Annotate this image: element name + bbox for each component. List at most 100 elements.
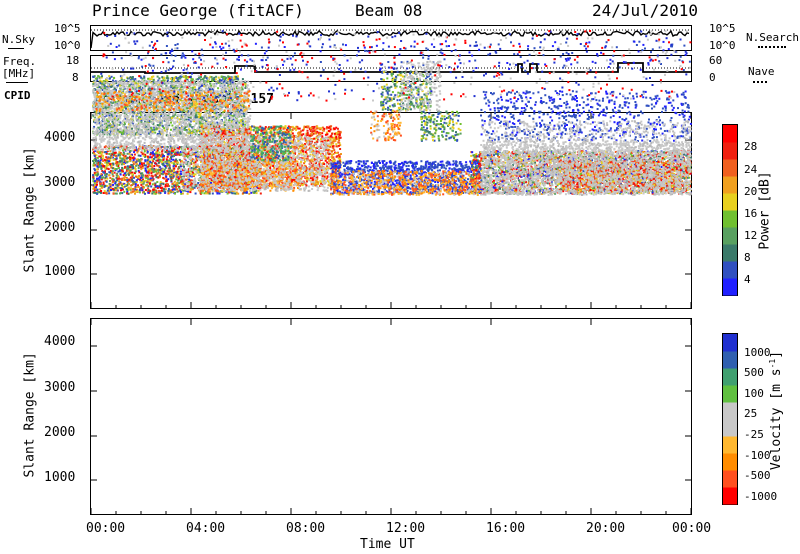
power-heatmap-cell [194,88,197,91]
power-heatmap-cell [114,182,117,185]
power-heatmap-cell [155,159,158,162]
power-heatmap-cell [132,107,135,110]
power-heatmap-cell [176,174,179,177]
power-heatmap-cell [168,166,171,169]
power-heatmap-cell [121,192,124,195]
power-heatmap-cell [139,178,141,181]
power-heatmap-cell [165,162,168,165]
power-heatmap-cell [210,79,213,82]
power-heatmap-cell [123,161,126,164]
power-heatmap-cell [210,150,213,153]
power-heatmap-cell [240,119,243,122]
power-heatmap-cell [94,113,97,116]
power-heatmap-cell [101,124,104,127]
power-heatmap-cell [102,154,104,157]
power-heatmap-cell [156,151,159,154]
power-heatmap-cell [164,188,167,191]
power-heatmap-cell [173,86,176,89]
power-heatmap-cell [175,161,178,164]
power-heatmap-cell [149,177,152,180]
power-heatmap-cell [205,192,208,195]
power-heatmap-cell [197,116,200,119]
power-heatmap-cell [151,175,154,178]
power-heatmap-cell [200,78,202,81]
power-heatmap-cell [241,156,244,159]
power-heatmap-cell [191,102,194,105]
power-heatmap-cell [258,187,260,190]
power-heatmap-cell [190,79,193,82]
power-heatmap-cell [107,164,110,167]
power-heatmap-cell [172,182,175,185]
power-heatmap-cell [193,167,195,170]
power-heatmap-cell [187,76,190,79]
power-heatmap-cell [122,178,125,181]
power-heatmap-cell [163,79,166,82]
power-heatmap-cell [140,121,143,124]
power-heatmap-cell [202,80,205,83]
power-heatmap-cell [173,167,176,170]
power-heatmap-cell [243,185,245,188]
power-heatmap-cell [170,179,173,182]
power-heatmap-cell [142,178,144,181]
power-heatmap-cell [177,179,180,182]
power-heatmap-cell [162,170,165,173]
power-heatmap-cell [193,186,196,189]
power-heatmap-cell [133,172,136,175]
power-heatmap-cell [105,94,108,97]
power-heatmap-cell [155,106,157,109]
power-heatmap-cell [243,115,246,118]
power-heatmap-cell [116,189,119,192]
power-heatmap-cell [106,167,109,170]
vel-cbar-tick-25: 25 [744,408,757,419]
power-heatmap-cell [143,149,146,152]
power-heatmap-cell [145,107,148,110]
velocity-ytick-4000: 4000 [44,335,75,348]
power-heatmap-cell [118,109,121,111]
power-heatmap-cell [164,185,167,188]
nsky-legend-line [8,48,24,49]
power-heatmap-cell [183,128,186,131]
power-heatmap-cell [310,166,313,169]
power-heatmap-cell [122,188,124,191]
power-heatmap-cell [123,152,126,155]
power-heatmap-cell [94,158,97,161]
power-heatmap-cell [173,171,176,174]
power-heatmap-cell [195,122,198,125]
power-heatmap-cell [143,150,146,153]
power-heatmap-cell [135,164,138,167]
power-heatmap-cell [117,128,120,131]
power-heatmap-cell [215,173,218,176]
power-heatmap-cell [220,114,222,117]
power-heatmap-cell [170,148,173,151]
power-heatmap-cell [235,191,238,194]
power-colorbar-seg [723,142,737,160]
power-heatmap-cell [129,79,132,82]
power-heatmap-cell [190,188,193,191]
power-heatmap-cell [186,153,189,156]
power-heatmap-cell [242,123,244,126]
power-heatmap-cell [300,167,303,170]
vel-cbar-tick-500: 500 [744,367,764,378]
power-heatmap-cell [217,76,220,79]
power-heatmap-cell [196,150,199,153]
power-heatmap-cell [188,171,191,173]
power-heatmap-cell [106,118,109,121]
power-heatmap-cell [122,170,124,173]
power-heatmap-cell [230,121,233,124]
power-heatmap-cell [102,159,105,162]
power-heatmap-cell [97,126,100,129]
power-heatmap-cell [101,129,104,132]
power-heatmap-cell [157,189,160,192]
power-heatmap-cell [196,129,198,132]
power-heatmap-cell [118,160,121,163]
power-heatmap-cell [139,162,141,165]
power-heatmap-cell [213,78,216,81]
power-heatmap-cell [220,185,222,188]
power-heatmap-cell [194,192,197,195]
power-ytick-3000: 3000 [44,176,75,189]
power-heatmap-cell [211,100,214,103]
power-heatmap-cell [121,160,124,162]
power-heatmap-cell [93,189,96,192]
power-heatmap-cell [151,158,154,161]
power-heatmap-cell [147,150,149,153]
